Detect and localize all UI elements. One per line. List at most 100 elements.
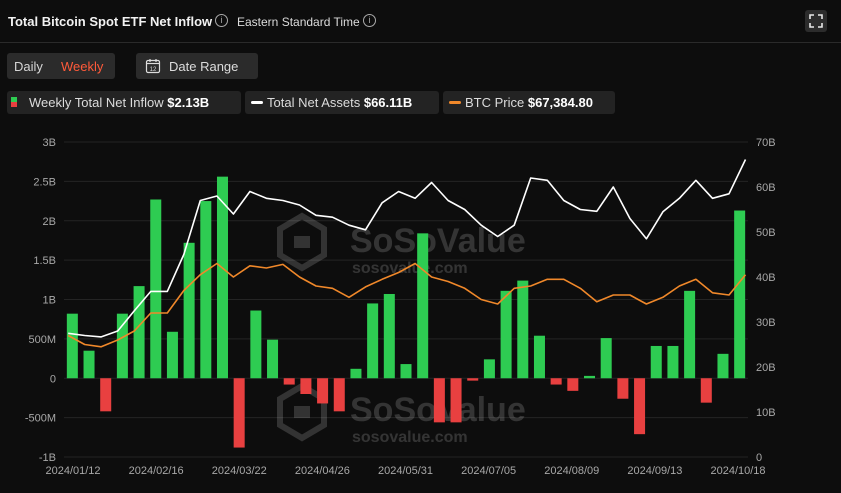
inflow-bar: [150, 199, 162, 379]
inflow-bar: [684, 290, 696, 379]
right-tick-label: 0: [756, 452, 762, 464]
x-tick-label: 2024/04/26: [295, 465, 350, 477]
inflow-chart: SoSoValue sosovalue.com SoSoValue sosova…: [25, 137, 776, 477]
inflow-bar: [567, 378, 579, 391]
date-range-button[interactable]: 12 Date Range: [136, 53, 258, 79]
inflow-bar: [450, 378, 462, 423]
inflow-bar: [267, 339, 279, 379]
x-tick-label: 2024/01/12: [45, 465, 100, 477]
interval-toggle: Daily Weekly: [7, 53, 115, 79]
inflow-bar: [517, 280, 529, 379]
orange-line-swatch-icon: [449, 101, 461, 104]
inflow-bar: [417, 233, 429, 379]
watermark-layer: SoSoValue sosovalue.com SoSoValue sosova…: [277, 212, 526, 446]
x-tick-label: 2024/03/22: [212, 465, 267, 477]
inflow-bar: [250, 310, 262, 379]
left-tick-label: -500M: [25, 413, 56, 425]
x-tick-label: 2024/05/31: [378, 465, 433, 477]
inflow-bar: [333, 378, 345, 412]
inflow-bar: [667, 345, 679, 379]
inflow-bar: [83, 350, 95, 379]
inflow-bar: [550, 378, 562, 385]
inflow-bar: [584, 375, 596, 379]
chart-header: Total Bitcoin Spot ETF Net Inflow i East…: [0, 0, 841, 43]
inflow-bar: [283, 378, 295, 385]
fullscreen-icon: [809, 14, 823, 28]
daily-tab[interactable]: Daily: [14, 59, 43, 74]
chart-title: Total Bitcoin Spot ETF Net Inflow: [8, 14, 213, 29]
series-lines: [67, 159, 747, 348]
svg-text:12: 12: [150, 67, 157, 73]
legend-net-inflow-label: Weekly Total Net Inflow: [29, 95, 164, 110]
white-line-swatch-icon: [251, 101, 263, 104]
right-tick-label: 30B: [756, 317, 776, 329]
x-tick-label: 2024/07/05: [461, 465, 516, 477]
inflow-bars: [66, 176, 746, 448]
inflow-bar: [717, 353, 729, 379]
x-tick-label: 2024/02/16: [129, 465, 184, 477]
legend-net-inflow-value: $2.13B: [167, 95, 210, 110]
watermark-logo-top: [277, 212, 327, 272]
legend-btc-price[interactable]: BTC Price $67,384.80: [443, 91, 615, 114]
inflow-bar: [233, 378, 245, 448]
inflow-bar: [116, 313, 128, 379]
left-tick-label: 1B: [43, 295, 56, 307]
inflow-bar: [634, 378, 646, 435]
calendar-icon: 12: [145, 59, 161, 74]
inflow-bar: [166, 331, 178, 379]
right-tick-label: 10B: [756, 407, 776, 419]
watermark-url-bottom: sosovalue.com: [352, 429, 468, 446]
title-info-icon[interactable]: i: [215, 14, 228, 27]
left-tick-label: 3B: [43, 137, 56, 149]
inflow-bar: [367, 303, 379, 379]
bar-swatch-icon: [11, 97, 17, 107]
inflow-bar: [600, 338, 612, 379]
x-tick-label: 2024/10/18: [710, 465, 765, 477]
left-axis: 3B 2.5B 2B 1.5B 1B 500M 0 -500M -1B: [25, 137, 56, 464]
inflow-bar: [216, 176, 228, 379]
legend-total-net-assets-value: $66.11B: [363, 95, 413, 110]
btc-price-line: [67, 262, 747, 348]
right-tick-label: 50B: [756, 227, 776, 239]
legend-total-net-assets-label: Total Net Assets: [267, 95, 361, 110]
left-tick-label: 0: [50, 373, 56, 385]
inflow-bar: [400, 364, 412, 379]
inflow-bar: [300, 378, 312, 394]
legend-btc-price-value: $67,384.80: [527, 95, 593, 110]
legend-btc-price-label: BTC Price: [465, 95, 525, 110]
left-tick-label: 500M: [28, 334, 56, 346]
right-tick-label: 40B: [756, 272, 776, 284]
inflow-bar: [383, 293, 395, 379]
watermark-brand-top: SoSoValue: [350, 222, 526, 260]
inflow-bar: [533, 335, 545, 379]
x-tick-label: 2024/09/13: [627, 465, 682, 477]
x-tick-label: 2024/08/09: [544, 465, 599, 477]
inflow-bar: [734, 210, 746, 379]
watermark-url-top: sosovalue.com: [352, 260, 468, 277]
right-tick-label: 70B: [756, 137, 776, 149]
inflow-bar: [183, 242, 195, 379]
left-tick-label: 2.5B: [33, 176, 56, 188]
inflow-bar: [66, 313, 78, 379]
right-tick-label: 20B: [756, 362, 776, 374]
inflow-bar: [650, 345, 662, 379]
date-range-label: Date Range: [169, 59, 239, 74]
right-axis: 70B 60B 50B 40B 30B 20B 10B 0: [756, 137, 776, 464]
left-tick-label: 2B: [43, 216, 56, 228]
timezone-label: Eastern Standard Time: [237, 15, 360, 29]
timezone-info-icon[interactable]: i: [363, 14, 376, 27]
inflow-bar: [200, 201, 212, 379]
inflow-bar: [100, 378, 112, 412]
inflow-bar: [617, 378, 629, 399]
weekly-tab[interactable]: Weekly: [61, 59, 104, 74]
inflow-bar: [133, 286, 145, 379]
total-net-assets-line: [68, 159, 747, 338]
legend-total-net-assets[interactable]: Total Net Assets $66.11B: [245, 91, 439, 114]
fullscreen-button[interactable]: [805, 10, 827, 32]
inflow-bar: [500, 290, 512, 379]
inflow-bar: [317, 378, 329, 404]
right-tick-label: 60B: [756, 182, 776, 194]
legend-net-inflow[interactable]: Weekly Total Net Inflow $2.13B: [7, 91, 241, 114]
x-axis: 2024/01/12 2024/02/16 2024/03/22 2024/04/26…: [45, 465, 765, 477]
inflow-bar: [483, 359, 495, 379]
